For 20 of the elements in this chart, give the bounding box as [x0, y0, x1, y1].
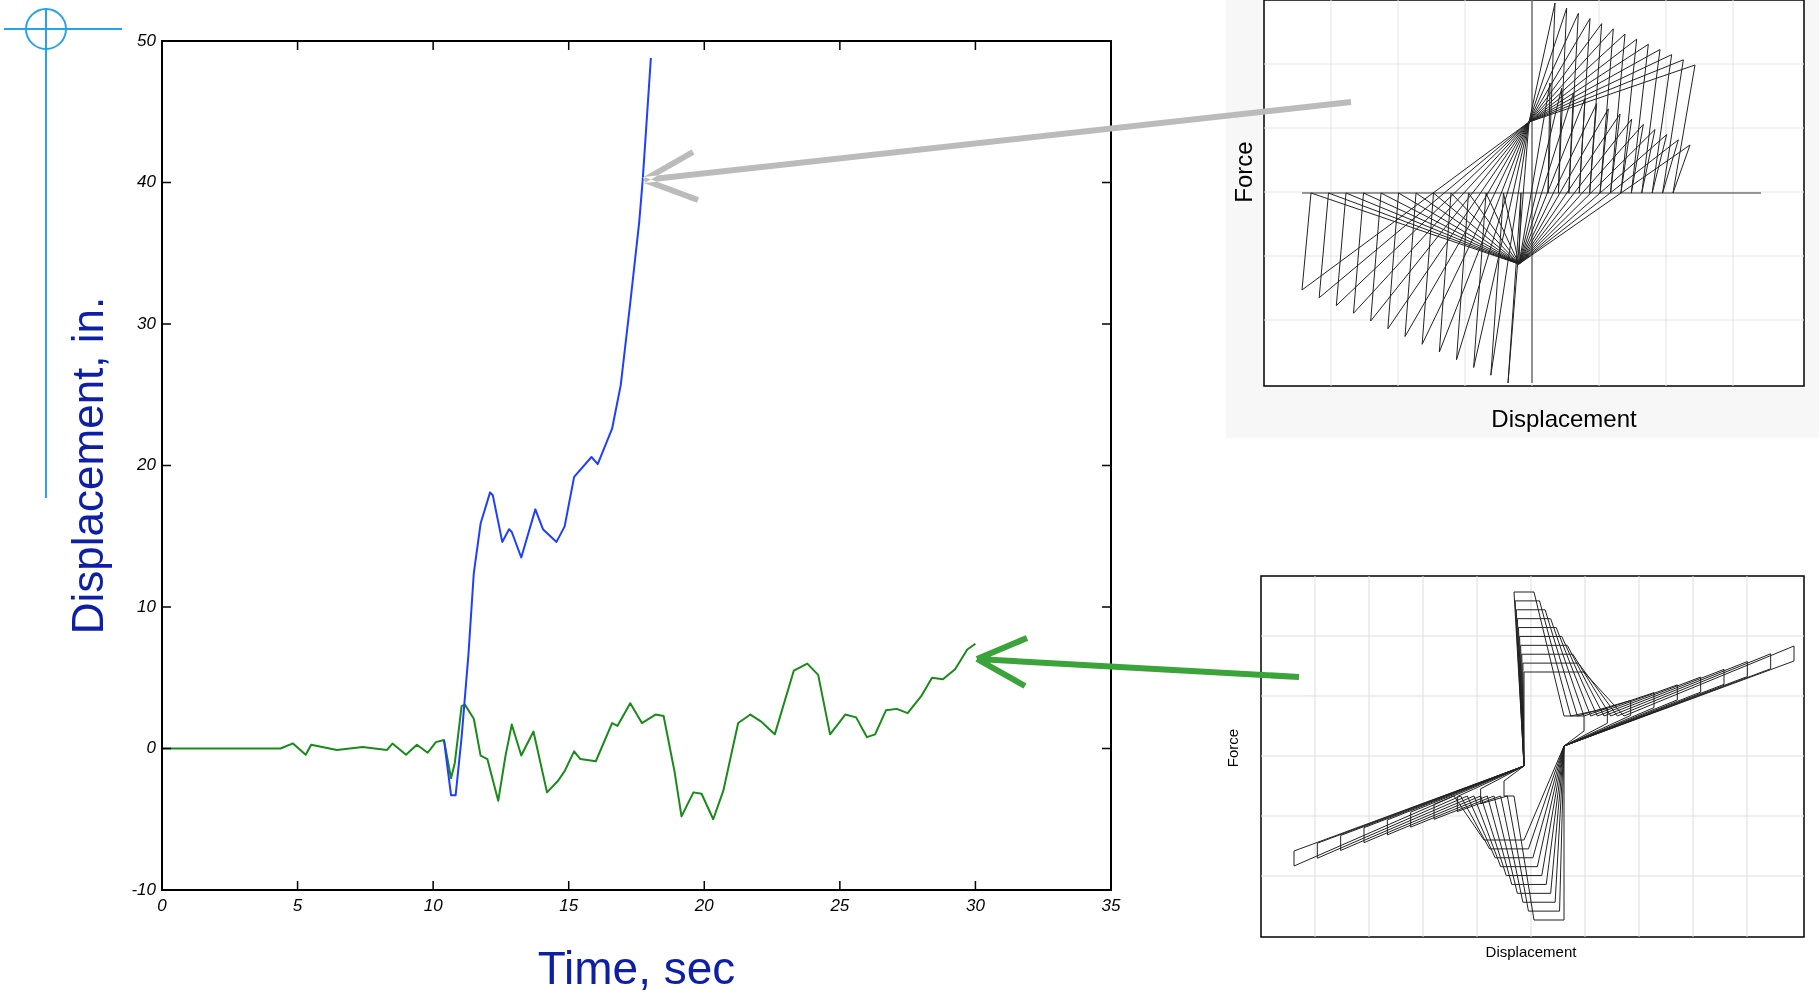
y-tick-label: 40 — [137, 172, 157, 192]
x-tick-label: 30 — [965, 895, 986, 915]
text: Displacement — [1485, 942, 1577, 960]
x-tick-label: 5 — [292, 895, 303, 915]
text: Force — [1230, 141, 1258, 203]
y-axis-title: Displacement, in. — [62, 296, 112, 635]
x-tick-label: 15 — [559, 895, 579, 915]
x-tick-label: 20 — [693, 895, 715, 915]
y-tick-label: -10 — [131, 879, 157, 899]
y-tick-label: 50 — [137, 30, 157, 50]
x-tick-label: 10 — [423, 895, 444, 915]
x-axis-title: Time, sec — [537, 942, 736, 995]
y-tick-label: 10 — [137, 596, 157, 616]
y-tick-label: 0 — [146, 738, 157, 758]
x-tick-label: 25 — [829, 895, 850, 915]
x-tick-label: 35 — [1101, 895, 1121, 915]
y-tick-label: 20 — [136, 455, 157, 475]
text: Displacement — [1491, 405, 1637, 433]
text: Force — [1223, 728, 1241, 768]
y-tick-label: 30 — [137, 313, 157, 333]
